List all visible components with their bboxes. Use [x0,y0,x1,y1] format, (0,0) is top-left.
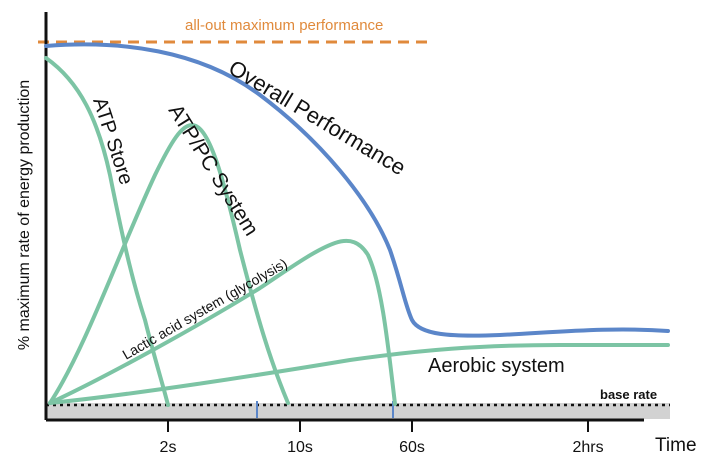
x-tick-label: 2s [160,439,177,456]
series-label-aerobic-system: Aerobic system [428,355,565,377]
x-tick-label: 10s [287,439,313,456]
series-overall-performance [44,42,670,338]
series-label-overall-performance: Overall Performance [224,55,410,180]
base-rate-label: base rate [600,387,657,402]
x-tick-label: 2hrs [572,439,603,456]
series-label-lactic-acid: Lactic acid system (glycolysis) [120,255,290,363]
series-label-atp-store: ATP Store [88,95,137,188]
series-lactic-acid [48,238,397,406]
series-label-atp-pc-system: ATP/PC System [164,100,263,240]
y-axis-label: % maximum rate of energy production [16,80,33,350]
max-performance-label: all-out maximum performance [185,17,383,34]
base-rate-band [46,403,670,419]
x-axis-label: Time [655,435,697,456]
series-atp-pc-system [48,122,290,405]
series-aerobic-system [48,342,670,405]
x-tick-label: 60s [399,439,425,456]
